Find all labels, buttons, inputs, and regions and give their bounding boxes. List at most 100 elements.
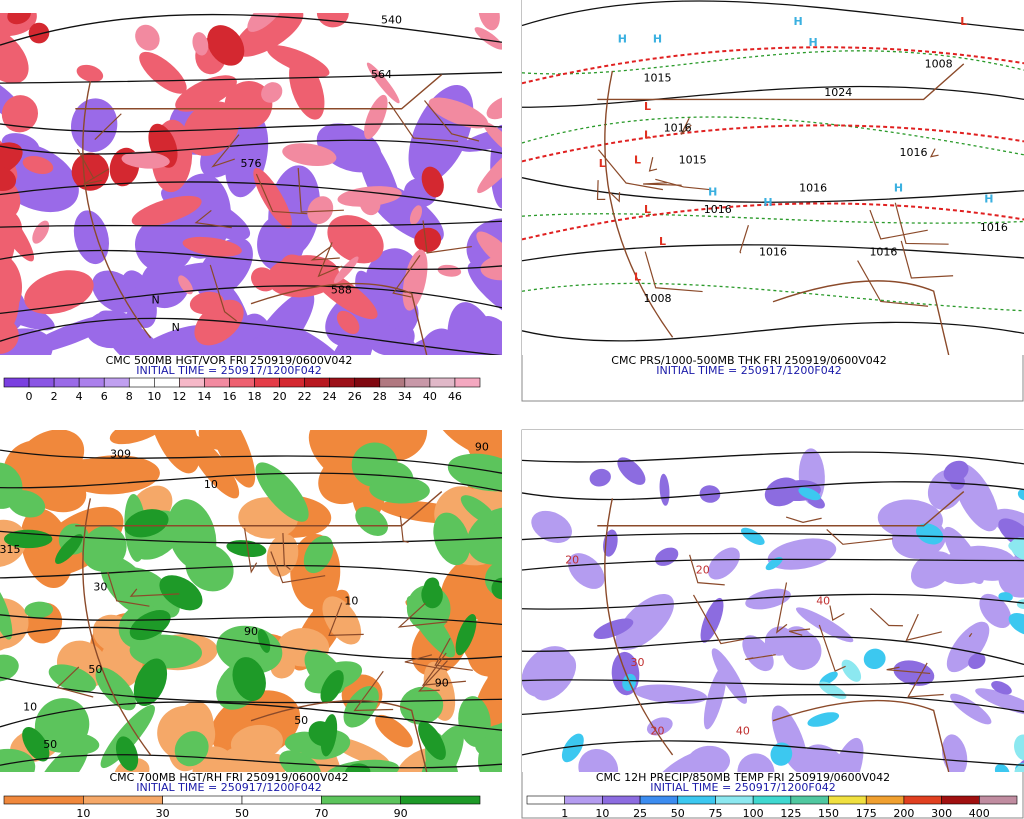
shaded-area: [994, 763, 1010, 772]
shaded-area: [167, 499, 217, 570]
map-label: L: [659, 235, 666, 248]
border: [418, 660, 448, 692]
map-label: 1016: [869, 246, 897, 259]
map-label: 90: [435, 677, 449, 690]
colorbar-label: 75: [708, 807, 722, 819]
border: [434, 637, 473, 671]
border: [886, 666, 931, 675]
border: [421, 652, 466, 686]
shaded-area: [76, 64, 104, 83]
border: [968, 632, 973, 638]
map-label: 50: [294, 714, 308, 727]
shaded-area: [279, 750, 322, 772]
border: [399, 515, 409, 544]
map-label: 1015: [644, 72, 672, 85]
border: [392, 255, 421, 298]
colorbar-swatch: [154, 377, 180, 388]
border: [297, 168, 344, 213]
contour: [0, 13, 502, 46]
colorbar-swatch: [78, 377, 105, 388]
map-label: H: [984, 192, 993, 205]
shaded-area: [218, 745, 280, 772]
map-label: 576: [241, 157, 262, 170]
contour: [522, 244, 1024, 262]
map-label: 1016: [900, 146, 928, 159]
shaded-area: [893, 660, 935, 686]
shaded-area: [578, 748, 619, 772]
colorbar-swatch: [28, 377, 55, 388]
border: [597, 63, 965, 101]
contour: [522, 321, 1024, 342]
shaded-area: [950, 693, 992, 725]
shaded-area: [369, 476, 430, 504]
shaded-area: [708, 547, 740, 580]
colorbar-label: 50: [235, 807, 249, 819]
border: [353, 670, 394, 712]
colorbar-swatch: [828, 795, 867, 805]
shaded-area: [187, 434, 240, 499]
shaded-area: [863, 648, 886, 670]
contour: [0, 449, 502, 474]
shaded-area: [937, 545, 1002, 585]
shaded-area: [375, 714, 413, 748]
border: [644, 251, 703, 293]
contour: [522, 213, 1024, 224]
shaded-area: [207, 25, 245, 66]
shaded-area: [359, 190, 381, 216]
colorbar-swatch: [128, 377, 155, 388]
colorbar-swatch: [429, 377, 456, 388]
colorbar-label: 70: [314, 807, 328, 819]
colorbar-label: 14: [197, 390, 211, 403]
shaded-area: [991, 681, 1012, 695]
shaded-area: [133, 658, 168, 707]
colorbar-label: 2: [51, 390, 58, 403]
thickness-line: [522, 202, 1024, 241]
colorbar-swatch: [83, 795, 163, 805]
border: [692, 594, 745, 645]
thickness-line: [522, 124, 1024, 163]
contour: [0, 701, 502, 731]
shaded-area: [946, 621, 990, 673]
border: [129, 588, 180, 597]
shaded-area: [121, 151, 170, 169]
border: [689, 554, 725, 586]
border: [255, 173, 308, 215]
shaded-area: [764, 477, 801, 507]
shaded-area: [282, 143, 337, 167]
shaded-area: [28, 22, 50, 44]
shaded-area: [266, 45, 330, 77]
contour: [522, 0, 1024, 31]
shaded-area: [342, 430, 404, 446]
shaded-area: [257, 629, 271, 653]
colorbar-swatch: [903, 795, 942, 805]
shaded-area: [771, 705, 808, 772]
shaded-area: [207, 430, 256, 488]
contour: [522, 558, 1024, 571]
border: [894, 202, 949, 245]
shaded-area: [247, 336, 284, 355]
shaded-area: [131, 195, 202, 227]
colorbar-swatch: [790, 795, 829, 805]
colorbar-label: 100: [743, 807, 764, 819]
shaded-area: [409, 205, 423, 225]
initial-time: INITIAL TIME = 250917/1200F042: [136, 364, 321, 377]
contour: [522, 740, 1024, 766]
colorbar-label: 40: [423, 390, 437, 403]
colorbar-swatch: [941, 795, 980, 805]
border: [83, 168, 110, 185]
shaded-area: [0, 253, 23, 317]
shaded-area: [233, 13, 304, 57]
contour: [0, 472, 502, 492]
shaded-area: [561, 733, 584, 763]
colorbar-swatch: [677, 795, 716, 805]
shaded-area: [399, 686, 444, 725]
map-label: L: [644, 128, 651, 141]
shaded-area: [322, 596, 362, 645]
coast: [82, 81, 428, 355]
map-label: 564: [371, 68, 392, 81]
shaded-area: [0, 519, 27, 568]
colorbar-label: 125: [780, 807, 801, 819]
shaded-area: [490, 124, 502, 209]
